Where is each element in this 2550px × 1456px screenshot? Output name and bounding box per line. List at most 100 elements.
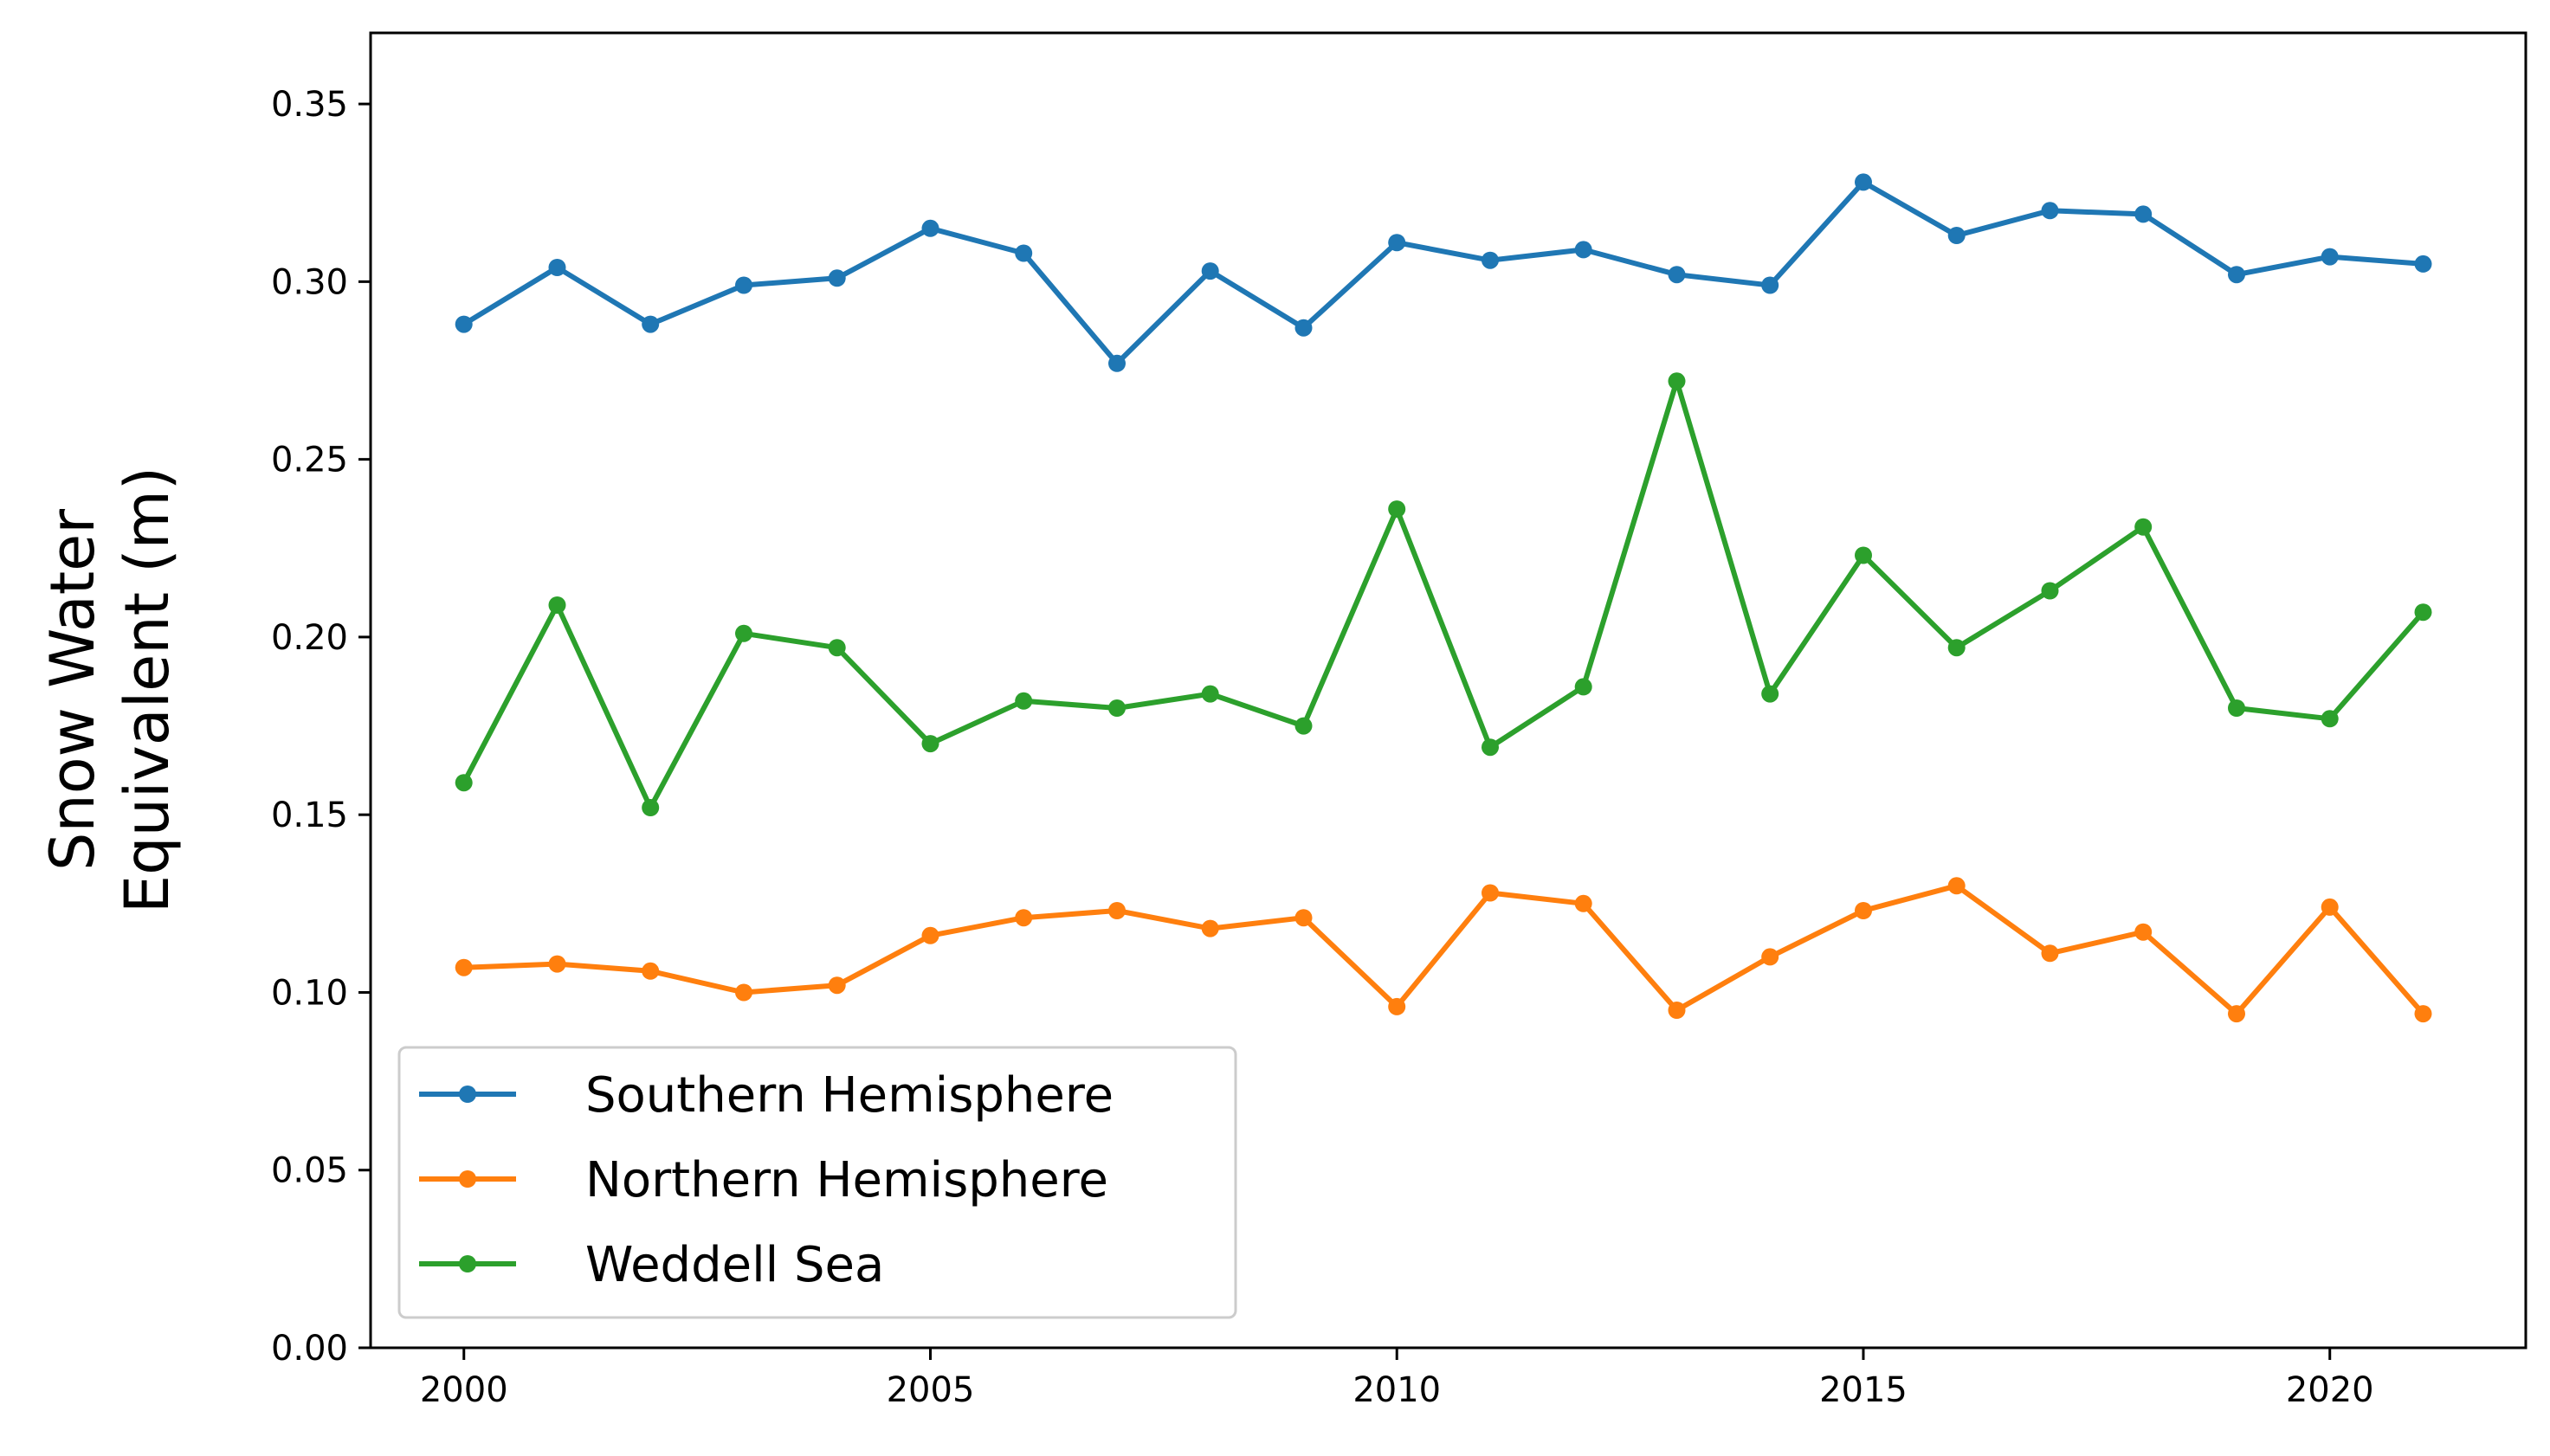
legend-item: Southern Hemisphere — [419, 1067, 1114, 1124]
y-tick-label: 0.15 — [271, 796, 348, 835]
data-point — [1388, 500, 1406, 519]
data-point — [735, 276, 752, 294]
legend-swatch-marker — [459, 1086, 476, 1103]
data-point — [1855, 902, 1872, 919]
y-tick-label: 0.25 — [271, 441, 348, 480]
data-point — [2321, 898, 2339, 916]
data-point — [828, 976, 846, 995]
data-point — [2228, 1005, 2245, 1023]
data-point — [1294, 909, 1313, 927]
data-point — [1761, 948, 1779, 966]
data-point — [1947, 227, 1966, 244]
legend-item: Weddell Sea — [419, 1237, 884, 1293]
data-point — [1108, 699, 1126, 717]
data-point — [642, 799, 660, 816]
data-point — [1294, 319, 1313, 337]
data-point — [735, 983, 752, 1002]
legend-item: Northern Hemisphere — [419, 1152, 1108, 1208]
x-tick-label: 2010 — [1352, 1370, 1441, 1410]
data-point — [1668, 372, 1686, 390]
data-point — [2134, 518, 2153, 536]
data-point — [2134, 205, 2153, 223]
data-point — [921, 735, 939, 753]
data-point — [1015, 244, 1033, 262]
series-1 — [455, 173, 2432, 372]
data-point — [2414, 1005, 2432, 1023]
y-axis-label-line: Equivalent (m) — [112, 467, 183, 913]
y-tick-label: 0.30 — [271, 262, 348, 302]
series-layer — [455, 173, 2432, 1023]
legend-label: Northern Hemisphere — [585, 1152, 1108, 1208]
data-point — [455, 958, 473, 976]
legend-label: Weddell Sea — [585, 1237, 884, 1293]
data-point — [1201, 262, 1219, 280]
y-axis-label: Snow WaterEquivalent (m) — [37, 467, 183, 913]
y-tick-label: 0.05 — [271, 1151, 348, 1191]
data-point — [548, 955, 566, 973]
data-point — [1015, 909, 1033, 927]
data-point — [455, 774, 473, 792]
data-point — [1108, 902, 1126, 919]
data-point — [1201, 685, 1219, 703]
x-tick-label: 2000 — [420, 1370, 508, 1410]
x-tick-label: 2020 — [2286, 1370, 2374, 1410]
data-point — [2321, 710, 2339, 728]
data-point — [1855, 546, 1872, 564]
data-point — [1482, 884, 1499, 902]
data-point — [1761, 685, 1779, 703]
series-3 — [455, 372, 2432, 816]
data-point — [548, 259, 566, 276]
series-2 — [455, 877, 2432, 1023]
data-point — [1294, 717, 1313, 735]
data-point — [921, 926, 939, 944]
series-line — [461, 179, 2426, 366]
data-point — [828, 269, 846, 287]
data-point — [1388, 234, 1406, 252]
data-point — [2321, 248, 2339, 266]
data-point — [2228, 699, 2245, 717]
data-point — [1947, 639, 1966, 657]
data-point — [1108, 354, 1126, 372]
x-tick-label: 2005 — [887, 1370, 975, 1410]
data-point — [1574, 678, 1592, 696]
series-line — [461, 883, 2426, 1017]
axes-layer: 2000 2005 2010 2015 2020 0.00 0.05 0.10 0.15 0.20… — [37, 31, 2527, 1410]
data-point — [2041, 202, 2059, 220]
data-point — [921, 219, 939, 237]
data-point — [1015, 692, 1033, 710]
y-axis-label-line: Snow Water — [37, 509, 108, 871]
data-point — [1855, 173, 1872, 191]
data-point — [1668, 1002, 1686, 1019]
plot-frame — [369, 31, 2527, 1350]
data-point — [1482, 738, 1499, 757]
legend-swatch-marker — [459, 1255, 476, 1272]
series-line — [461, 378, 2426, 810]
data-point — [1668, 266, 1686, 284]
data-point — [548, 596, 566, 614]
data-point — [2228, 266, 2245, 284]
data-point — [1574, 894, 1592, 912]
legend: Southern Hemisphere Northern Hemisphere We… — [397, 1046, 1237, 1319]
y-tick-label: 0.10 — [271, 973, 348, 1013]
data-point — [2041, 944, 2059, 963]
data-point — [1482, 251, 1499, 269]
y-tick-label: 0.00 — [271, 1329, 348, 1369]
legend-swatch-marker — [459, 1170, 476, 1188]
x-tick-label: 2015 — [1819, 1370, 1908, 1410]
data-point — [2414, 603, 2432, 622]
data-point — [642, 962, 660, 980]
data-point — [1947, 877, 1966, 895]
data-point — [2041, 582, 2059, 600]
data-point — [828, 639, 846, 657]
y-tick-label: 0.20 — [271, 618, 348, 658]
data-point — [1574, 241, 1592, 259]
data-point — [1388, 997, 1406, 1015]
legend-label: Southern Hemisphere — [585, 1067, 1114, 1124]
data-point — [735, 624, 752, 642]
data-point — [642, 315, 660, 333]
data-point — [2414, 254, 2432, 273]
legend-box — [397, 1046, 1237, 1319]
